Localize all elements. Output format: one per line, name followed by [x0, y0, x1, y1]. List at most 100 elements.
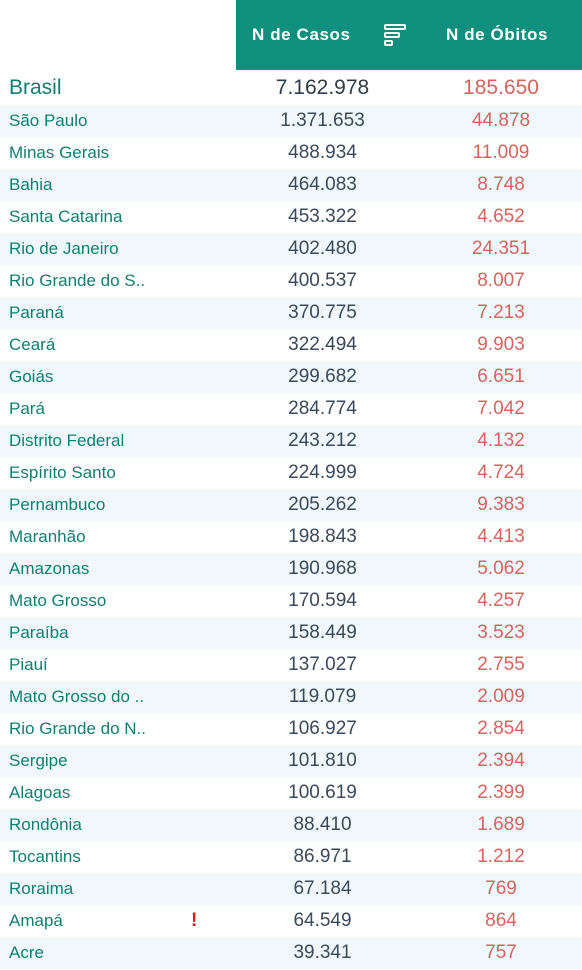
deaths-value: 7.213	[477, 302, 525, 323]
cases-value: 39.341	[293, 942, 352, 963]
state-name: Alagoas	[9, 783, 71, 802]
table-row[interactable]: Sergipe 101.810 2.394	[0, 745, 582, 777]
deaths-value: 11.009	[472, 142, 530, 163]
deaths-value: 2.394	[477, 750, 525, 771]
deaths-value: 4.652	[477, 206, 525, 227]
deaths-value: 757	[485, 942, 517, 963]
cases-value: 190.968	[288, 558, 357, 579]
cases-value: 299.682	[288, 366, 357, 387]
deaths-value: 1.689	[477, 814, 525, 835]
table-row[interactable]: São Paulo 1.371.653 44.878	[0, 105, 582, 137]
deaths-value: 9.383	[477, 494, 525, 515]
cases-value: 464.083	[288, 174, 357, 195]
table-row[interactable]: Bahia 464.083 8.748	[0, 169, 582, 201]
state-name: Brasil	[9, 76, 62, 99]
cases-value: 198.843	[288, 526, 357, 547]
cases-value: 7.162.978	[275, 76, 370, 99]
deaths-value: 2.399	[477, 782, 525, 803]
table-row[interactable]: Goiás 299.682 6.651	[0, 361, 582, 393]
state-name: Rio de Janeiro	[9, 239, 119, 258]
table-row[interactable]: Paraíba 158.449 3.523	[0, 617, 582, 649]
table-row[interactable]: Piauí 137.027 2.755	[0, 649, 582, 681]
cases-value: 158.449	[288, 622, 357, 643]
deaths-value: 5.062	[477, 558, 525, 579]
cases-value: 224.999	[288, 462, 357, 483]
table-row[interactable]: Distrito Federal 243.212 4.132	[0, 425, 582, 457]
cases-value: 284.774	[288, 398, 357, 419]
state-name: Acre	[9, 943, 44, 962]
column-header-casos[interactable]: N de Casos	[252, 25, 351, 44]
deaths-value: 8.007	[477, 270, 525, 291]
table-row[interactable]: Mato Grosso do .. 119.079 2.009	[0, 681, 582, 713]
cases-value: 101.810	[288, 750, 357, 771]
cases-value: 243.212	[288, 430, 357, 451]
deaths-value: 8.748	[477, 174, 525, 195]
table-row[interactable]: Rio Grande do S.. 400.537 8.007	[0, 265, 582, 297]
cases-value: 100.619	[288, 782, 357, 803]
table-row[interactable]: Alagoas 100.619 2.399	[0, 777, 582, 809]
cases-value: 106.927	[288, 718, 357, 739]
table-row[interactable]: Amapá! 64.549 864	[0, 905, 582, 937]
table-row[interactable]: Rondônia 88.410 1.689	[0, 809, 582, 841]
deaths-value: 769	[485, 878, 517, 899]
table-row[interactable]: Amazonas 190.968 5.062	[0, 553, 582, 585]
state-name: Rondônia	[9, 815, 82, 834]
state-name: Roraima	[9, 879, 74, 898]
state-name: Bahia	[9, 175, 53, 194]
deaths-value: 6.651	[477, 366, 525, 387]
table-row[interactable]: Roraima 67.184 769	[0, 873, 582, 905]
state-name: Espírito Santo	[9, 463, 116, 482]
table-row[interactable]: Minas Gerais 488.934 11.009	[0, 137, 582, 169]
cases-value: 67.184	[293, 878, 352, 899]
table-row[interactable]: Rio de Janeiro 402.480 24.351	[0, 233, 582, 265]
cases-value: 400.537	[288, 270, 357, 291]
cases-value: 88.410	[293, 814, 352, 835]
cases-value: 453.322	[288, 206, 357, 227]
state-name: Paraná	[9, 303, 64, 322]
table-row[interactable]: Acre 39.341 757	[0, 937, 582, 969]
deaths-value: 4.724	[477, 462, 525, 483]
cases-value: 1.371.653	[280, 110, 365, 131]
table-header: N de Casos N de Óbitos	[0, 0, 582, 70]
state-name: Rio Grande do N..	[9, 719, 147, 738]
deaths-value: 864	[485, 910, 517, 931]
deaths-value: 2.854	[477, 718, 525, 739]
deaths-value: 7.042	[477, 398, 525, 419]
cases-value: 322.494	[288, 334, 357, 355]
deaths-value: 2.009	[477, 686, 525, 707]
table-row[interactable]: Pará 284.774 7.042	[0, 393, 582, 425]
header-band	[236, 0, 582, 70]
cases-value: 119.079	[288, 686, 357, 707]
table-row[interactable]: Maranhão 198.843 4.413	[0, 521, 582, 553]
deaths-value: 9.903	[477, 334, 525, 355]
cases-value: 370.775	[288, 302, 357, 323]
column-header-obitos[interactable]: N de Óbitos	[446, 25, 548, 44]
state-name: Amazonas	[9, 559, 90, 578]
table-row[interactable]: Tocantins 86.971 1.212	[0, 841, 582, 873]
table-row[interactable]: Pernambuco 205.262 9.383	[0, 489, 582, 521]
cases-value: 137.027	[288, 654, 357, 675]
state-name: Santa Catarina	[9, 207, 123, 226]
table-row[interactable]: Santa Catarina 453.322 4.652	[0, 201, 582, 233]
state-name: Pará	[9, 399, 45, 418]
deaths-value: 4.257	[477, 590, 525, 611]
state-name: Maranhão	[9, 527, 86, 546]
deaths-value: 3.523	[477, 622, 525, 643]
cases-value: 205.262	[288, 494, 357, 515]
cases-value: 170.594	[288, 590, 357, 611]
cases-value: 488.934	[288, 142, 357, 163]
table-row[interactable]: Paraná 370.775 7.213	[0, 297, 582, 329]
state-name: Sergipe	[9, 751, 68, 770]
cases-value: 64.549	[293, 910, 352, 931]
table-row[interactable]: Ceará 322.494 9.903	[0, 329, 582, 361]
deaths-value: 2.755	[477, 654, 525, 675]
table-row[interactable]: Rio Grande do N.. 106.927 2.854	[0, 713, 582, 745]
sort-icon[interactable]	[384, 24, 408, 46]
state-name: Paraíba	[9, 623, 69, 642]
alert-icon: !	[191, 910, 198, 931]
state-name: Pernambuco	[9, 495, 106, 514]
table-row[interactable]: Espírito Santo 224.999 4.724	[0, 457, 582, 489]
state-name: Rio Grande do S..	[9, 271, 146, 290]
table-row[interactable]: Mato Grosso 170.594 4.257	[0, 585, 582, 617]
state-name: Piauí	[9, 655, 48, 674]
